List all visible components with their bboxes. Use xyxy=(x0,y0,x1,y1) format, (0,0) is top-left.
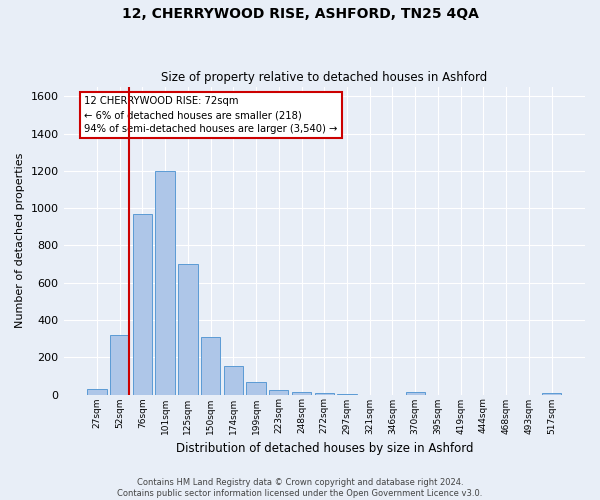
Bar xyxy=(87,389,107,394)
Bar xyxy=(269,390,289,394)
Text: Contains HM Land Registry data © Crown copyright and database right 2024.
Contai: Contains HM Land Registry data © Crown c… xyxy=(118,478,482,498)
Text: 12, CHERRYWOOD RISE, ASHFORD, TN25 4QA: 12, CHERRYWOOD RISE, ASHFORD, TN25 4QA xyxy=(122,8,478,22)
Y-axis label: Number of detached properties: Number of detached properties xyxy=(15,153,25,328)
Bar xyxy=(314,392,334,394)
Bar xyxy=(406,392,425,394)
Bar xyxy=(542,392,561,394)
Bar xyxy=(110,335,130,394)
Bar xyxy=(133,214,152,394)
Bar xyxy=(224,366,243,394)
Text: 12 CHERRYWOOD RISE: 72sqm
← 6% of detached houses are smaller (218)
94% of semi-: 12 CHERRYWOOD RISE: 72sqm ← 6% of detach… xyxy=(85,96,338,134)
Bar xyxy=(201,336,220,394)
Bar xyxy=(292,392,311,394)
X-axis label: Distribution of detached houses by size in Ashford: Distribution of detached houses by size … xyxy=(176,442,473,455)
Bar xyxy=(178,264,197,394)
Bar xyxy=(155,171,175,394)
Bar xyxy=(247,382,266,394)
Title: Size of property relative to detached houses in Ashford: Size of property relative to detached ho… xyxy=(161,72,487,85)
